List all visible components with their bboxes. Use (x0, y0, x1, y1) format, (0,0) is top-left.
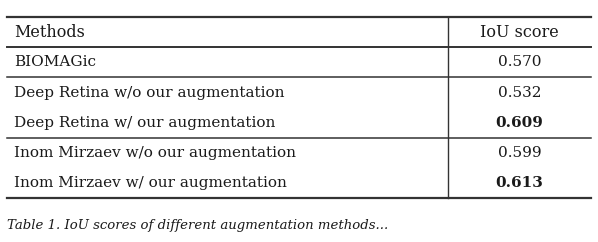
Text: Deep Retina w/ our augmentation: Deep Retina w/ our augmentation (14, 116, 276, 130)
Text: 0.570: 0.570 (498, 55, 541, 69)
Text: 0.613: 0.613 (495, 176, 543, 190)
Text: IoU score: IoU score (480, 23, 559, 41)
Text: 0.609: 0.609 (495, 116, 543, 130)
Text: Deep Retina w/o our augmentation: Deep Retina w/o our augmentation (14, 86, 285, 99)
Text: BIOMAGic: BIOMAGic (14, 55, 96, 69)
Text: Methods: Methods (14, 23, 86, 41)
Text: Table 1. IoU scores of different augmentation methods...: Table 1. IoU scores of different augment… (7, 219, 389, 232)
Text: 0.532: 0.532 (498, 86, 541, 99)
Text: 0.599: 0.599 (498, 146, 541, 160)
Text: Inom Mirzaev w/o our augmentation: Inom Mirzaev w/o our augmentation (14, 146, 297, 160)
Text: Inom Mirzaev w/ our augmentation: Inom Mirzaev w/ our augmentation (14, 176, 287, 190)
